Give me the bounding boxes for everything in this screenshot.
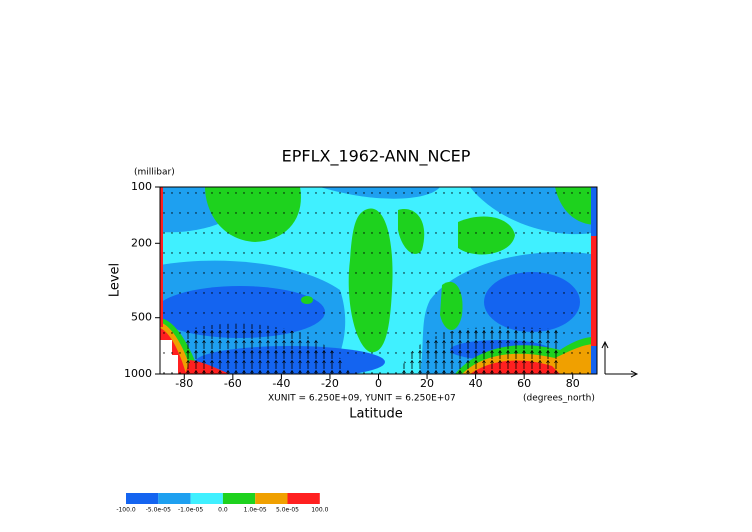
colorbar-label: 100.0 <box>311 507 328 514</box>
y-tick-label: 100 <box>131 180 152 193</box>
edge-strip <box>591 236 597 346</box>
x-tick-label: -60 <box>224 377 242 390</box>
vector-arrows <box>185 323 350 374</box>
colorbar-label: 0.0 <box>218 507 228 514</box>
colorbar-box <box>126 493 159 504</box>
y-tick-label: 500 <box>131 311 152 324</box>
colorbar-box <box>222 493 256 504</box>
colorbar-box <box>190 493 223 504</box>
x-tick-label: 20 <box>420 377 434 390</box>
x-tick-label: -80 <box>175 377 193 390</box>
x-axis-label: Latitude <box>349 407 403 422</box>
colorbar-box <box>255 493 288 504</box>
x-tick-label: -20 <box>321 377 339 390</box>
colorbar-box <box>287 493 320 504</box>
annotation: XUNIT = 6.250E+09, YUNIT = 6.250E+07 <box>268 394 456 404</box>
chart-title: EPFLX_1962-ANN_NCEP <box>282 147 471 167</box>
edge-strip <box>160 187 163 327</box>
colorbar-label: -1.0e-05 <box>178 507 203 514</box>
colorbar-box <box>158 493 191 504</box>
reference-vector <box>601 340 639 378</box>
edge-strip <box>591 346 597 374</box>
x-tick-label: 60 <box>517 377 531 390</box>
colorbar-label: -100.0 <box>116 507 136 514</box>
x-tick-label: 40 <box>469 377 483 390</box>
x-unit: (degrees_north) <box>523 394 595 404</box>
colorbar-label: -5.0e-05 <box>146 507 171 514</box>
edge-strip <box>591 187 597 236</box>
y-axis-label: Level <box>108 263 123 297</box>
vector-arrows <box>400 326 560 374</box>
colorbar-label: 5.0e-05 <box>276 507 299 514</box>
colorbar-label: 1.0e-05 <box>244 507 267 514</box>
x-tick-label: 0 <box>375 377 382 390</box>
y-unit: (millibar) <box>134 168 175 178</box>
x-tick-label: -40 <box>272 377 290 390</box>
y-tick-label: 1000 <box>124 367 152 380</box>
contour-field <box>160 187 597 374</box>
y-tick-label: 200 <box>131 236 152 249</box>
x-tick-label: 80 <box>566 377 580 390</box>
